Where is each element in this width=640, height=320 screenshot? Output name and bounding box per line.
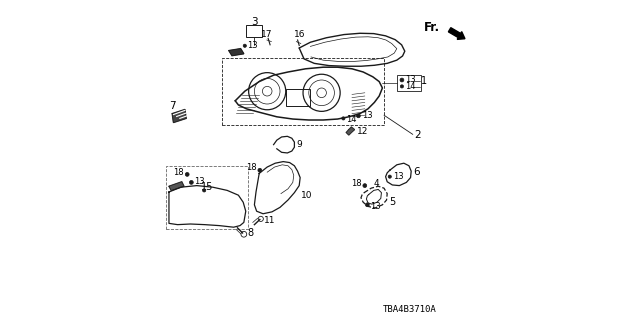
FancyArrow shape [449, 28, 465, 39]
Circle shape [258, 168, 262, 172]
Circle shape [342, 117, 345, 120]
Text: 13: 13 [371, 202, 381, 211]
Text: 14: 14 [405, 82, 415, 91]
Polygon shape [229, 49, 244, 56]
Circle shape [401, 85, 404, 88]
Text: 13: 13 [247, 41, 258, 50]
Text: 11: 11 [264, 216, 276, 225]
Polygon shape [346, 127, 355, 135]
Circle shape [363, 184, 367, 188]
Text: 13: 13 [195, 177, 205, 186]
Text: 18: 18 [173, 168, 184, 177]
Text: 6: 6 [413, 167, 419, 177]
Text: 3: 3 [251, 17, 258, 28]
Text: 7: 7 [169, 100, 175, 111]
Circle shape [356, 114, 360, 118]
Polygon shape [169, 182, 184, 190]
Circle shape [400, 78, 404, 82]
Text: 18: 18 [246, 164, 257, 172]
Circle shape [388, 175, 392, 178]
Text: 13: 13 [393, 172, 404, 181]
Text: 10: 10 [301, 191, 313, 200]
Text: TBA4B3710A: TBA4B3710A [383, 305, 436, 314]
Text: 18: 18 [351, 179, 362, 188]
Circle shape [186, 172, 189, 176]
Text: 13: 13 [362, 111, 372, 120]
Text: Fr.: Fr. [424, 21, 440, 34]
Text: 9: 9 [297, 140, 302, 149]
Text: 1: 1 [422, 76, 428, 86]
Text: 17: 17 [260, 30, 272, 39]
Text: 5: 5 [388, 196, 395, 207]
Text: 4: 4 [373, 179, 379, 188]
Circle shape [189, 180, 193, 184]
Text: 13: 13 [405, 75, 416, 84]
Circle shape [365, 203, 369, 207]
Polygon shape [172, 109, 186, 123]
Bar [166, 166, 248, 229]
Text: 12: 12 [357, 127, 368, 136]
Text: 16: 16 [294, 30, 306, 39]
Bar [246, 25, 262, 37]
Text: 15: 15 [201, 182, 214, 192]
Bar [287, 89, 310, 106]
Bar [397, 75, 421, 91]
Text: 14: 14 [347, 115, 357, 124]
Text: 8: 8 [247, 228, 253, 238]
Circle shape [202, 189, 206, 192]
Text: 2: 2 [415, 130, 421, 140]
Circle shape [243, 44, 246, 47]
